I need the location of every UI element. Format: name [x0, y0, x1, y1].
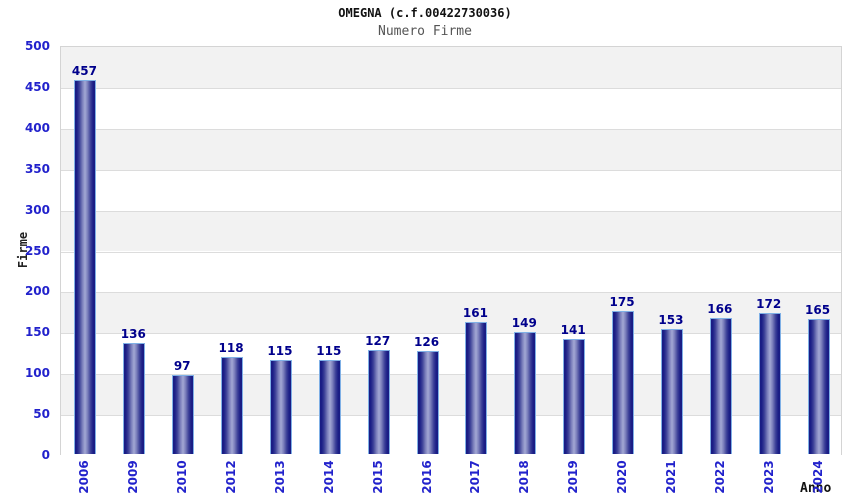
gridline [61, 374, 841, 375]
chart-subtitle: Numero Firme [378, 24, 472, 39]
x-tick-label: 2019 [566, 460, 580, 494]
gridline [61, 129, 841, 130]
gridline [61, 333, 841, 334]
x-tick-label: 2013 [273, 460, 287, 494]
bar-2012 [221, 357, 243, 454]
x-tick-label: 2010 [175, 460, 189, 494]
x-tick-label: 2017 [468, 460, 482, 494]
bar-value-label: 165 [805, 303, 831, 317]
bar-2013 [270, 360, 292, 454]
x-tick-label: 2012 [224, 460, 238, 494]
bar-2017 [465, 322, 487, 454]
bar-2009 [123, 343, 145, 454]
gridline [61, 415, 841, 416]
y-tick-label: 450 [24, 80, 50, 94]
gridline [61, 292, 841, 293]
x-tick-label: 2016 [420, 460, 434, 494]
y-tick-label: 500 [24, 39, 50, 53]
bar-2015 [368, 350, 390, 454]
bar-2006 [74, 80, 96, 454]
grid-band [61, 128, 841, 170]
y-tick-label: 50 [33, 407, 50, 421]
y-tick-label: 150 [24, 325, 50, 339]
gridline [61, 211, 841, 212]
chart-title: OMEGNA (c.f.00422730036) [338, 6, 512, 20]
x-tick-label: 2009 [126, 460, 140, 494]
y-tick-label: 200 [24, 284, 50, 298]
bar-value-label: 118 [218, 341, 244, 355]
bar-2020 [612, 311, 634, 454]
bar-2024 [808, 319, 830, 454]
bar-value-label: 161 [462, 306, 488, 320]
x-tick-label: 2015 [371, 460, 385, 494]
x-axis-label: Anno [800, 481, 832, 496]
bar-value-label: 126 [414, 335, 440, 349]
x-tick-label: 2020 [615, 460, 629, 494]
bar-2022 [710, 318, 732, 454]
bar-2010 [172, 375, 194, 454]
gridline [61, 88, 841, 89]
bar-value-label: 127 [365, 334, 391, 348]
x-tick-label: 2024 [811, 460, 825, 494]
grid-band [61, 87, 841, 129]
y-tick-label: 400 [24, 121, 50, 135]
bar-2019 [563, 339, 585, 454]
y-tick-label: 350 [24, 162, 50, 176]
bar-2021 [661, 329, 683, 454]
x-tick-label: 2006 [77, 460, 91, 494]
gridline [61, 170, 841, 171]
y-tick-label: 300 [24, 203, 50, 217]
bar-value-label: 457 [71, 64, 97, 78]
bar-2018 [514, 332, 536, 454]
y-tick-label: 100 [24, 366, 50, 380]
x-tick-label: 2018 [517, 460, 531, 494]
bar-2023 [759, 313, 781, 454]
bar-value-label: 115 [267, 344, 293, 358]
y-tick-label: 250 [24, 244, 50, 258]
grid-band [61, 47, 841, 88]
x-tick-label: 2021 [664, 460, 678, 494]
x-tick-label: 2022 [713, 460, 727, 494]
x-tick-label: 2014 [322, 460, 336, 494]
bar-value-label: 149 [511, 316, 537, 330]
plot-area [60, 46, 842, 456]
bar-value-label: 166 [707, 302, 733, 316]
bar-value-label: 175 [609, 295, 635, 309]
bar-value-label: 97 [173, 359, 191, 373]
bar-value-label: 153 [658, 313, 684, 327]
x-tick-label: 2023 [762, 460, 776, 494]
bar-value-label: 172 [756, 297, 782, 311]
bar-value-label: 141 [560, 323, 586, 337]
grid-band [61, 251, 841, 293]
grid-band [61, 169, 841, 211]
bar-2014 [319, 360, 341, 454]
gridline [61, 252, 841, 253]
grid-band [61, 210, 841, 252]
y-tick-label: 0 [41, 448, 50, 462]
bar-value-label: 136 [120, 327, 146, 341]
bar-2016 [417, 351, 439, 454]
bar-value-label: 115 [316, 344, 342, 358]
